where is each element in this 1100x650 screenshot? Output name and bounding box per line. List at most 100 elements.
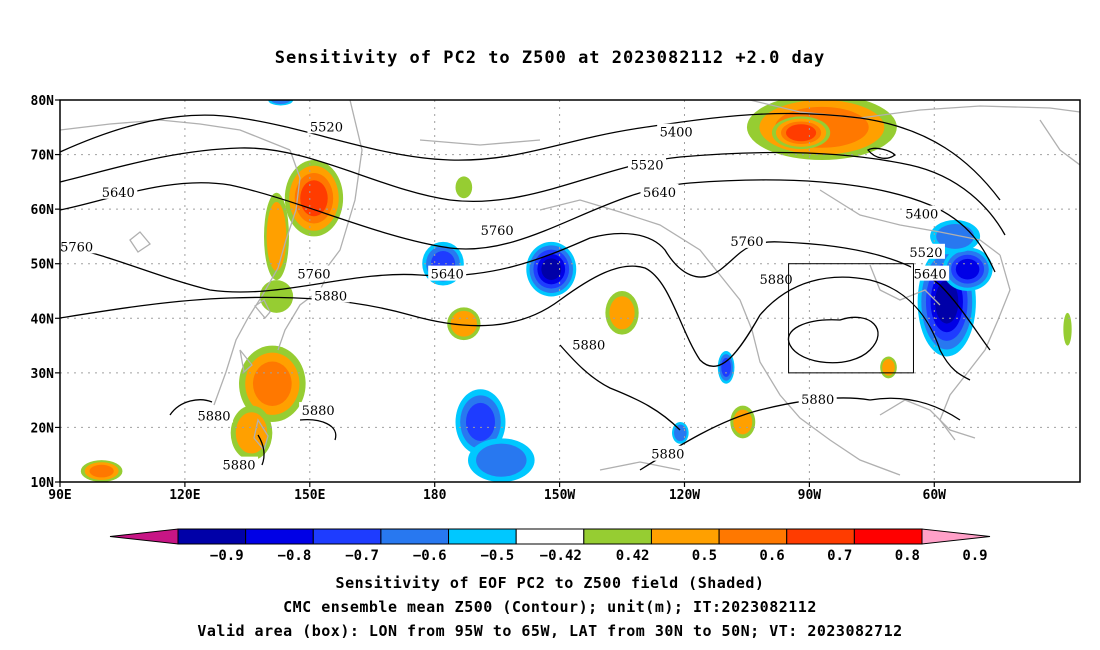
lat-label: 70N [31,149,55,164]
lon-label: 150E [294,488,325,503]
colorbar-label: 0.6 [759,548,784,564]
contour-label: 5640 [431,268,464,283]
colorbar-bin [380,528,450,545]
lat-label: 80N [31,94,55,109]
colorbar-label: −0.42 [540,548,582,564]
lat-label: 40N [31,312,55,327]
contour-label: 5760 [60,240,93,255]
coastlines [60,100,1080,476]
lon-label: 60W [923,488,947,503]
colorbar-label: 0.7 [827,548,852,564]
contour-label: 5520 [310,120,343,135]
contour-label: 5880 [197,410,230,425]
contour-label: 5640 [914,268,947,283]
sensitivity-blob [271,100,291,105]
caption-line-3: Valid area (box): LON from 95W to 65W, L… [197,622,903,640]
sensitivity-blob [609,296,635,330]
contour-label: 5880 [302,404,335,419]
lat-label: 50N [31,258,55,273]
colorbar-label: 0.5 [692,548,717,564]
contour-label-bg [569,336,608,352]
caption-line-1: Sensitivity of EOF PC2 to Z500 field (Sh… [335,574,765,592]
lat-label: 30N [31,367,55,382]
contour-label-bg [906,243,945,259]
colorbar-bin [312,528,382,545]
lon-label: 120W [669,488,700,503]
colorbar: −0.9 −0.8 −0.7 −0.6 −0.5 −0.42 0.42 0.5 0.6 0.7 0.… [109,528,991,564]
contour-label-bg [628,156,667,172]
lon-label: 150W [544,488,575,503]
lat-label: 20N [31,421,55,436]
lat-label: 10N [31,476,55,491]
sensitivity-blob [476,443,527,477]
sensitivity-blob [300,180,328,217]
sensitivity-blob [89,464,114,478]
caption-line-2: CMC ensemble mean Z500 (Contour); unit(m… [283,598,817,616]
sensitivity-blob [1063,312,1072,346]
lat-label: 60N [31,203,55,218]
colorbar-bin [650,528,720,545]
contour-label-bg [299,402,338,418]
contour-label: 5760 [481,224,514,239]
sensitivity-shading [80,100,1072,482]
colorbar-label: 0.42 [616,548,650,564]
colorbar-low-triangle [109,528,179,545]
sensitivity-blob [266,201,287,271]
contour-label-bg [307,118,346,134]
lon-label: 90E [48,488,71,503]
sensitivity-blob [465,402,496,442]
sensitivity-blob [259,280,294,313]
colorbar-bin [718,528,788,545]
contour-label: 5880 [222,459,255,474]
sensitivity-blob [955,258,980,280]
colorbar-bin [245,528,314,545]
colorbar-label: −0.8 [278,548,312,564]
colorbar-bin [583,528,652,545]
contour-label: 5880 [572,339,605,354]
contour-label: 5640 [643,186,676,201]
contour-label: 5880 [760,273,793,288]
contour-label: 5880 [801,393,834,408]
contour-label-bg [99,183,138,199]
colorbar-label: −0.6 [413,548,447,564]
sensitivity-blob [936,224,975,249]
sensitivity-blob [674,424,687,442]
colorbar-bin [853,528,923,545]
contour-label: 5640 [102,186,135,201]
colorbar-label: −0.5 [480,548,514,564]
sensitivity-blob [252,361,292,406]
z500-contours [60,112,1006,471]
contour-label-bg [57,238,96,254]
contour-label-bg [648,445,687,461]
lon-label: 180 [423,488,447,503]
sensitivity-blob [785,124,817,142]
sensitivity-blob [455,176,473,199]
colorbar-bin [177,528,247,545]
colorbar-bin [515,528,585,545]
contour-label: 5520 [630,158,663,173]
contour-label: 5760 [297,268,330,283]
contour-label: 5880 [314,289,347,304]
map-axes: 90E 120E 150E 180 150W 120W 90W 60W 80N 70N 60N 50N… [31,94,947,503]
colorbar-high-triangle [921,528,991,545]
contour-label: 5400 [905,208,938,223]
contour-label: 5880 [651,448,684,463]
contour-label-bg [798,391,837,407]
sensitivity-blob [935,280,959,324]
sensitivity-blob [450,310,477,337]
map-frame [59,99,1081,483]
contour-label-bg [220,456,259,472]
contour-label-bg [428,265,467,281]
contour-label-bg [478,221,517,237]
sensitivity-blob [733,409,753,435]
contour-label-bg [911,265,950,281]
contour-label: 5760 [730,235,763,250]
colorbar-bin [448,528,517,545]
colorbar-label: 0.8 [895,548,920,564]
colorbar-bin [786,528,855,545]
contour-label-bg [657,123,696,139]
colorbar-label: 0.9 [962,548,987,564]
lat-lon-grid [60,100,1080,482]
contour-label-bg [727,232,766,248]
